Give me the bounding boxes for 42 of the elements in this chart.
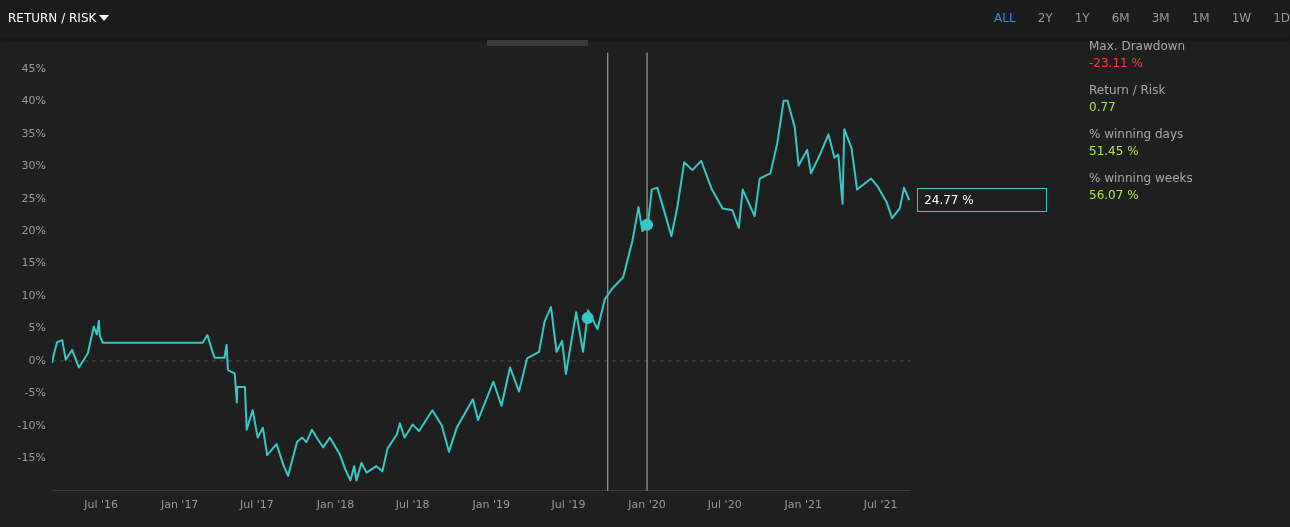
x-tick-label: Jan '21 bbox=[783, 498, 823, 512]
text: 2Y bbox=[1037, 11, 1053, 25]
y-tick-label: 25% bbox=[21, 191, 46, 205]
text: 0.77 bbox=[1089, 100, 1117, 116]
text: % winning days bbox=[1089, 127, 1185, 143]
text: -23.11 % bbox=[1089, 56, 1144, 72]
x-tick-label: Jan '18 bbox=[315, 498, 355, 512]
chart-title: RETURN / RISK bbox=[8, 11, 97, 25]
x-tick-label: Jan '17 bbox=[159, 498, 199, 512]
annotation: 24.77 % bbox=[917, 188, 1048, 213]
text: Return / Risk bbox=[1089, 83, 1167, 99]
y-tick-label: 15% bbox=[21, 256, 46, 270]
text: % winning weeks bbox=[1089, 171, 1193, 187]
x-tick-label: Jan '20 bbox=[627, 498, 666, 512]
y-tick-label: 10% bbox=[21, 288, 46, 302]
text: 6M bbox=[1111, 11, 1130, 25]
y-tick-label: 35% bbox=[21, 126, 46, 140]
x-tick-label: Jul '20 bbox=[706, 498, 742, 512]
y-tick-label: -15% bbox=[17, 451, 46, 465]
text: 56.07 % bbox=[1089, 188, 1140, 204]
y-tick-label: 40% bbox=[21, 94, 46, 108]
x-tick-label: Jul '17 bbox=[239, 498, 274, 512]
y-tick-label: -10% bbox=[17, 418, 46, 432]
x-tick-label: Jul '21 bbox=[862, 498, 898, 512]
y-tick-label: 20% bbox=[21, 223, 46, 237]
y-tick-label: -5% bbox=[24, 386, 46, 400]
text: 1W bbox=[1231, 11, 1252, 25]
x-tick-label: Jul '18 bbox=[394, 498, 430, 512]
y-tick-label: 30% bbox=[21, 159, 46, 173]
text: 1Y bbox=[1074, 11, 1090, 25]
text: 1D bbox=[1273, 11, 1290, 25]
x-tick-label: Jul '19 bbox=[550, 498, 586, 512]
y-tick-label: 0% bbox=[28, 353, 46, 367]
text: ALL bbox=[994, 11, 1016, 25]
x-tick-label: Jul '16 bbox=[83, 498, 118, 512]
text: 51.45 % bbox=[1089, 144, 1140, 160]
text: 1M bbox=[1191, 11, 1210, 25]
text: 3M bbox=[1151, 11, 1170, 25]
x-tick-label: Jan '19 bbox=[471, 498, 510, 512]
y-tick-label: 45% bbox=[21, 61, 46, 75]
y-tick-label: 5% bbox=[28, 321, 46, 335]
text: Max. Drawdown bbox=[1089, 39, 1187, 55]
